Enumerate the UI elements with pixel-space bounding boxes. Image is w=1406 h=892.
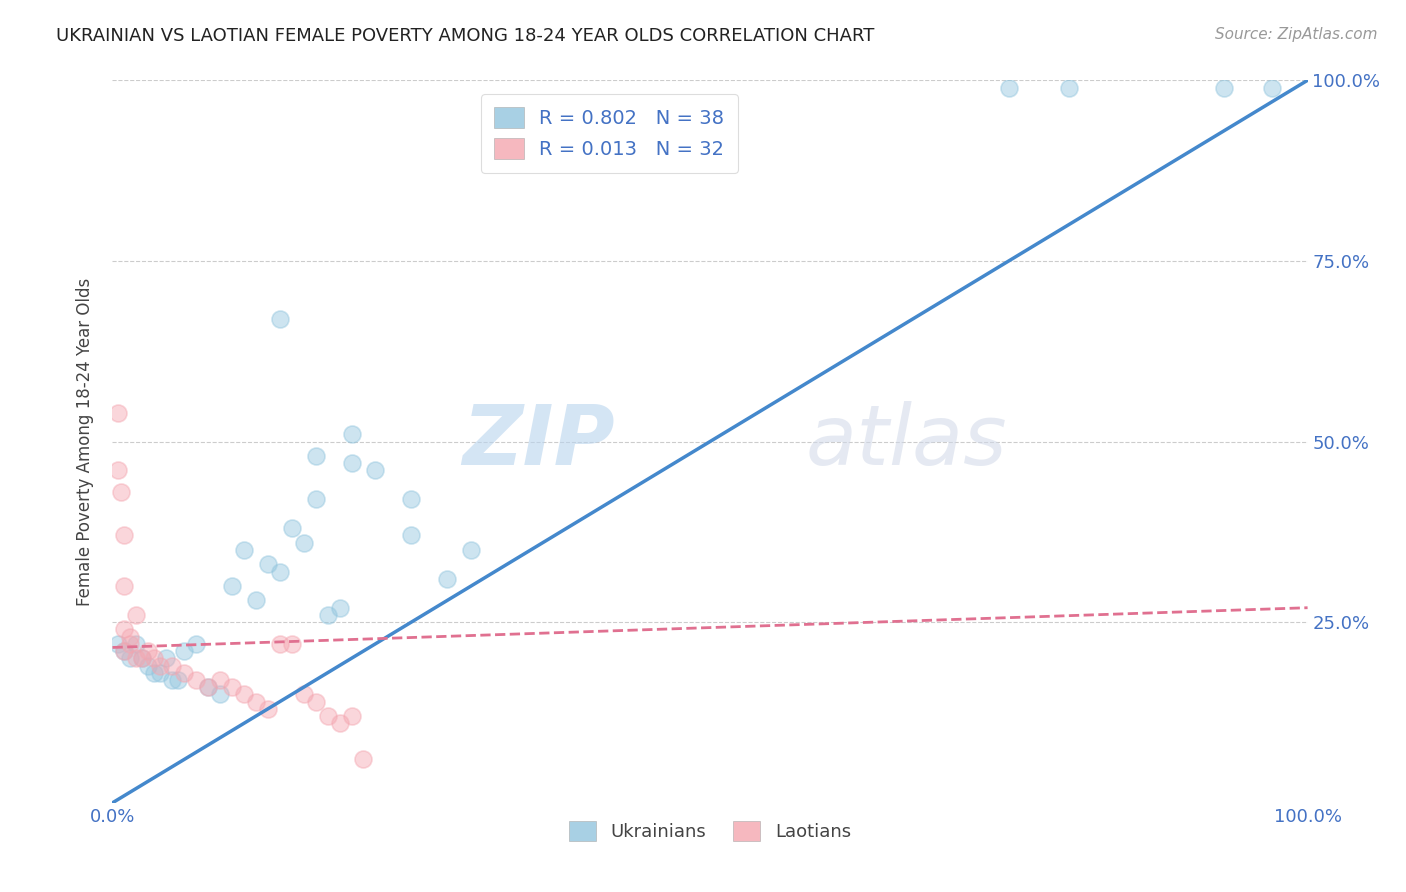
Point <box>233 542 256 557</box>
Point <box>401 492 423 507</box>
Point <box>292 687 315 701</box>
Point <box>221 579 243 593</box>
Point <box>998 80 1021 95</box>
Point <box>162 658 183 673</box>
Point <box>257 702 280 716</box>
Point <box>436 572 458 586</box>
Point <box>281 521 304 535</box>
Point <box>138 644 160 658</box>
Point <box>149 665 172 680</box>
Point <box>340 709 363 723</box>
Point <box>316 709 339 723</box>
Point <box>186 637 208 651</box>
Point <box>1213 80 1236 95</box>
Point <box>329 716 352 731</box>
Point <box>114 579 135 593</box>
Point <box>460 542 482 557</box>
Point <box>107 406 129 420</box>
Point <box>114 623 135 637</box>
Text: ZIP: ZIP <box>461 401 614 482</box>
Point <box>245 695 267 709</box>
Point <box>233 687 256 701</box>
Point <box>120 637 142 651</box>
Point <box>125 651 148 665</box>
Y-axis label: Female Poverty Among 18-24 Year Olds: Female Poverty Among 18-24 Year Olds <box>76 277 94 606</box>
Point <box>209 687 232 701</box>
Text: UKRAINIAN VS LAOTIAN FEMALE POVERTY AMONG 18-24 YEAR OLDS CORRELATION CHART: UKRAINIAN VS LAOTIAN FEMALE POVERTY AMON… <box>56 27 875 45</box>
Point <box>1261 80 1284 95</box>
Point <box>186 673 208 687</box>
Point <box>173 644 195 658</box>
Point <box>305 492 328 507</box>
Point <box>221 680 243 694</box>
Point <box>131 651 153 665</box>
Point <box>305 695 328 709</box>
Point <box>197 680 219 694</box>
Point <box>143 651 166 665</box>
Point <box>329 600 352 615</box>
Point <box>114 644 135 658</box>
Point <box>114 644 135 658</box>
Point <box>401 528 423 542</box>
Point <box>120 651 142 665</box>
Point <box>143 665 166 680</box>
Point <box>209 673 232 687</box>
Point <box>125 637 148 651</box>
Point <box>107 637 129 651</box>
Point <box>245 593 267 607</box>
Point <box>269 637 291 651</box>
Point <box>352 752 374 766</box>
Point <box>340 427 363 442</box>
Point <box>269 311 291 326</box>
Point <box>107 463 129 477</box>
Point <box>131 651 153 665</box>
Point <box>364 463 387 477</box>
Point <box>1057 80 1080 95</box>
Point <box>173 665 195 680</box>
Point <box>125 607 148 622</box>
Point <box>340 456 363 470</box>
Point <box>162 673 183 687</box>
Point <box>155 651 177 665</box>
Point <box>257 558 280 572</box>
Legend: Ukrainians, Laotians: Ukrainians, Laotians <box>562 814 858 848</box>
Point <box>197 680 219 694</box>
Point <box>292 535 315 549</box>
Point <box>120 630 142 644</box>
Point <box>149 658 172 673</box>
Point <box>138 658 160 673</box>
Text: Source: ZipAtlas.com: Source: ZipAtlas.com <box>1215 27 1378 42</box>
Point <box>281 637 304 651</box>
Point <box>110 485 132 500</box>
Text: atlas: atlas <box>806 401 1007 482</box>
Point <box>316 607 339 622</box>
Point <box>114 528 135 542</box>
Point <box>305 449 328 463</box>
Point <box>269 565 291 579</box>
Point <box>167 673 190 687</box>
